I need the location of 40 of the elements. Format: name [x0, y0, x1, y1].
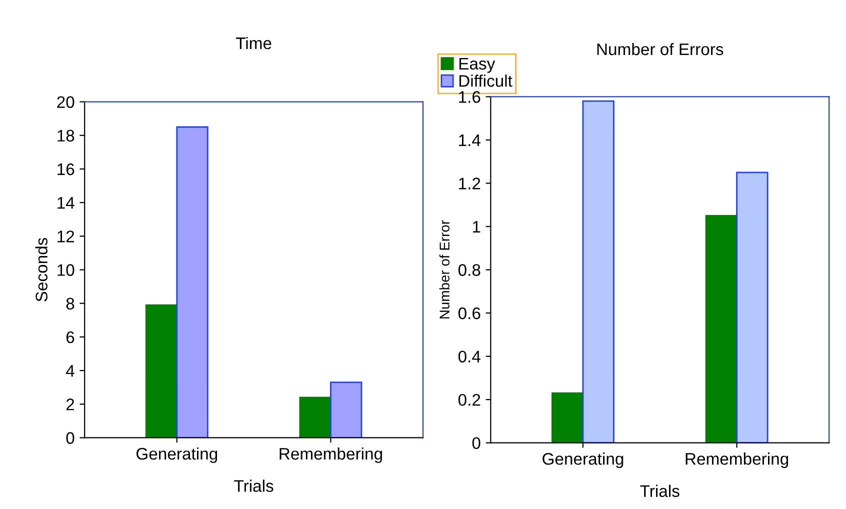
y-tick-label: 8: [66, 298, 74, 310]
y-tick-label: 0: [472, 437, 480, 450]
y-axis-title: Number of Error: [439, 220, 450, 318]
x-tick-label: Remembering: [280, 447, 382, 463]
y-tick-label: 0: [66, 432, 74, 444]
x-tick-label: Generating: [542, 452, 624, 468]
y-tick-label: 1.2: [459, 178, 480, 190]
y-tick-label: 4: [66, 365, 74, 377]
y-tick-label: 1.6: [459, 91, 480, 103]
y-tick-label: 2: [66, 398, 74, 410]
y-tick-label: 16: [58, 163, 74, 176]
bar: [330, 382, 362, 438]
y-tick-label: 0.6: [458, 307, 480, 320]
bar: [736, 172, 768, 443]
bar: [176, 126, 208, 438]
x-axis-title: Trials: [234, 480, 274, 492]
y-tick-label: 18: [58, 130, 74, 142]
chart-title: Number of Errors: [597, 42, 724, 56]
y-tick-label: 1.4: [459, 134, 480, 146]
y-tick-label: 1: [472, 221, 480, 233]
y-tick-label: 6: [66, 331, 74, 344]
bar: [552, 392, 584, 443]
y-tick-label: 12: [58, 230, 74, 242]
y-tick-label: 14: [58, 197, 74, 209]
x-axis-title: Trials: [640, 484, 680, 497]
y-tick-label: 0.2: [458, 394, 480, 406]
y-tick-label: 10: [58, 264, 74, 276]
legend-label: Difficult: [459, 74, 512, 87]
y-tick-label: 0.8: [458, 264, 480, 276]
y-axis-title: Seconds: [35, 238, 48, 302]
y-tick-label: 0.4: [458, 350, 480, 363]
bar: [145, 304, 178, 438]
x-tick-label: Generating: [136, 447, 218, 463]
bar: [582, 100, 614, 443]
y-tick-label: 20: [57, 96, 74, 108]
legend-label: Easy: [459, 58, 496, 73]
chart-title: Time: [236, 36, 272, 50]
x-tick-label: Remembering: [686, 452, 788, 468]
bar: [705, 214, 738, 443]
bar: [299, 396, 332, 438]
